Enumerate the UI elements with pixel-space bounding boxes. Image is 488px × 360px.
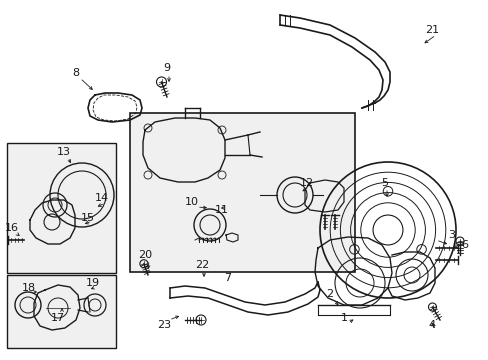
Text: 7: 7 [224,273,231,283]
Text: 2: 2 [326,289,333,299]
Text: 4: 4 [427,320,435,330]
Text: 18: 18 [22,283,36,293]
Text: 12: 12 [299,178,313,188]
Text: 20: 20 [138,250,152,260]
Bar [7,143,116,273]
Text: 14: 14 [95,193,109,203]
Text: 21: 21 [424,25,438,35]
Bar [7,275,116,348]
Text: 15: 15 [81,213,95,223]
Text: 23: 23 [157,320,171,330]
Text: 11: 11 [215,205,228,215]
Text: 1: 1 [340,313,347,323]
Text: 16: 16 [5,223,19,233]
Text: 9: 9 [163,63,170,73]
Text: 3: 3 [447,230,454,240]
Text: 5: 5 [381,178,387,188]
Text: 6: 6 [461,240,468,250]
Text: 13: 13 [57,147,71,157]
Text: 17: 17 [51,313,65,323]
Text: 10: 10 [184,197,199,207]
Bar [130,113,354,272]
Text: 19: 19 [86,278,100,288]
Text: 8: 8 [72,68,80,78]
Text: 22: 22 [195,260,209,270]
